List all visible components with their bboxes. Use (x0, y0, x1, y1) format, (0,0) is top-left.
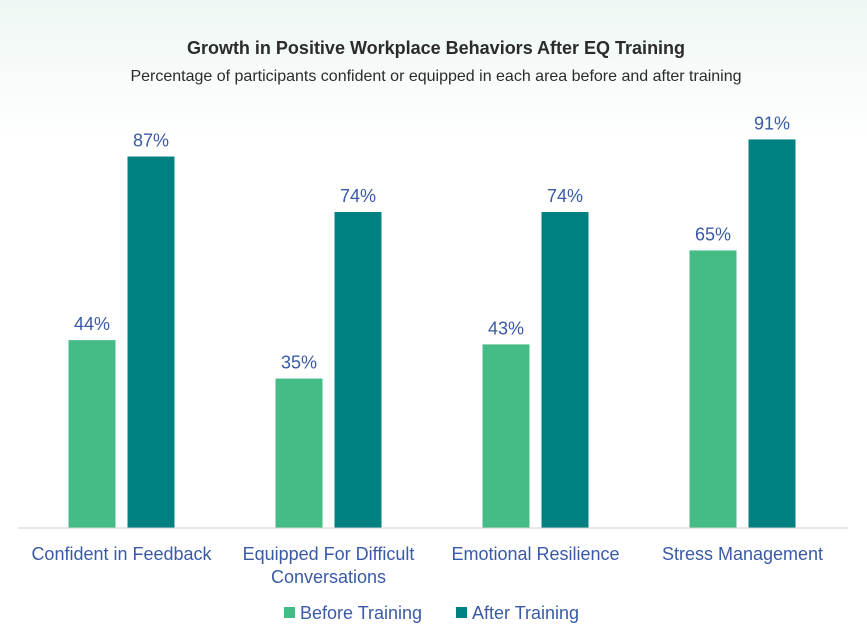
category-label: Conversations (271, 567, 386, 587)
data-label: 43% (488, 318, 524, 338)
category-label: Stress Management (662, 544, 823, 564)
data-label: 44% (74, 314, 110, 334)
bar-after-3 (748, 139, 796, 528)
bar-before-2 (482, 344, 530, 528)
x-axis-labels: Confident in Feedback Equipped For Diffic… (31, 544, 823, 587)
legend: Before Training After Training (284, 603, 579, 623)
bar-after-1 (334, 212, 382, 528)
legend-swatch (284, 607, 295, 618)
bar-after-2 (541, 212, 589, 528)
bar-before-0 (68, 340, 116, 528)
legend-label: After Training (472, 603, 579, 623)
data-label: 74% (547, 186, 583, 206)
chart-title: Growth in Positive Workplace Behaviors A… (187, 38, 685, 58)
data-label: 35% (281, 353, 317, 373)
legend-swatch (456, 607, 467, 618)
chart-subtitle: Percentage of participants confident or … (130, 68, 741, 85)
bar-after-0 (127, 156, 175, 528)
category-label: Confident in Feedback (31, 544, 212, 564)
plot-area: 44% 87% 35% 74% 43% 74% 65% 91% (68, 113, 796, 528)
data-label: 65% (695, 224, 731, 244)
data-label: 74% (340, 186, 376, 206)
category-label: Emotional Resilience (451, 544, 619, 564)
bar-before-3 (689, 250, 737, 528)
bar-before-1 (275, 378, 323, 528)
legend-label: Before Training (300, 603, 422, 623)
data-label: 91% (754, 113, 790, 133)
data-label: 87% (133, 131, 169, 151)
category-label: Equipped For Difficult (243, 544, 415, 564)
